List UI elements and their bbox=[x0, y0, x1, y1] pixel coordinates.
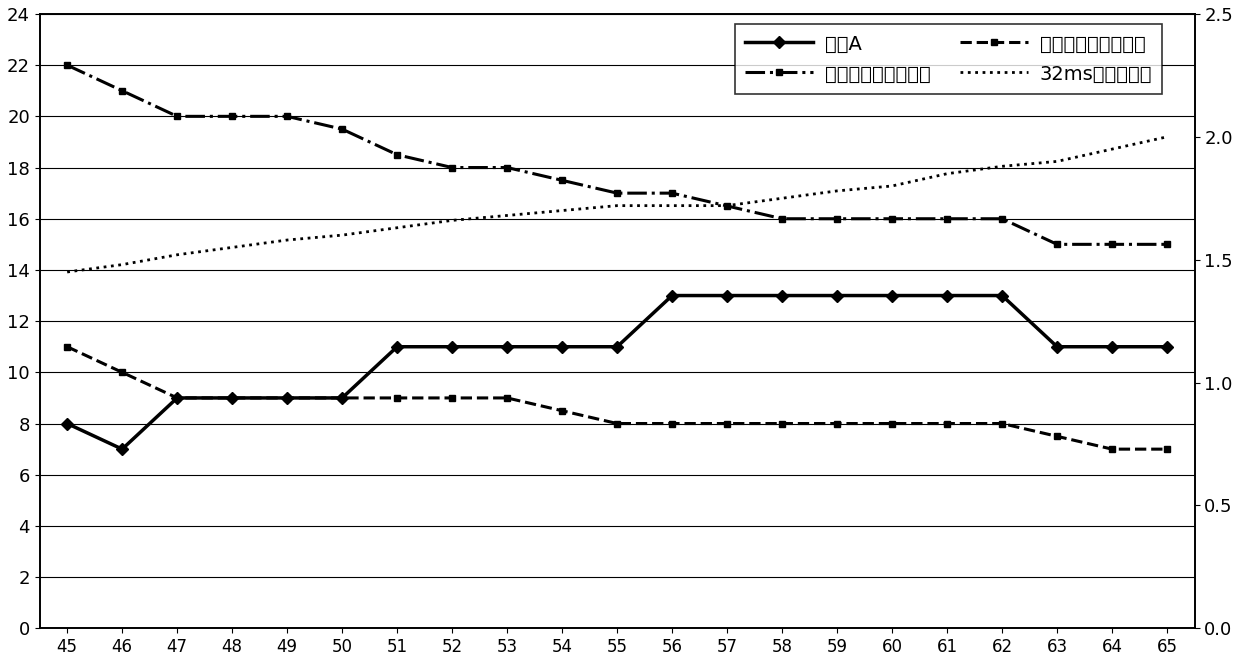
32ms内周期个数 bbox=[335, 231, 350, 239]
一个周期内的采样数 bbox=[719, 202, 734, 210]
阈値A bbox=[224, 394, 239, 402]
半个周期内的采样数 bbox=[115, 369, 130, 377]
阈値A bbox=[170, 394, 185, 402]
一个周期内的采样数 bbox=[554, 176, 569, 184]
阈値A bbox=[280, 394, 295, 402]
半个周期内的采样数 bbox=[445, 394, 460, 402]
一个周期内的采样数 bbox=[1159, 241, 1174, 249]
半个周期内的采样数 bbox=[170, 394, 185, 402]
阈値A bbox=[335, 394, 350, 402]
阈値A bbox=[554, 343, 569, 351]
阈値A bbox=[445, 343, 460, 351]
阈値A bbox=[1049, 343, 1064, 351]
半个周期内的采样数 bbox=[610, 420, 625, 428]
半个周期内的采样数 bbox=[335, 394, 350, 402]
32ms内周期个数 bbox=[280, 236, 295, 244]
一个周期内的采样数 bbox=[224, 112, 239, 120]
一个周期内的采样数 bbox=[775, 215, 790, 223]
阈値A bbox=[940, 292, 955, 300]
32ms内周期个数 bbox=[1159, 133, 1174, 141]
32ms内周期个数 bbox=[884, 182, 899, 190]
32ms内周期个数 bbox=[665, 202, 680, 210]
一个周期内的采样数 bbox=[389, 151, 404, 158]
一个周期内的采样数 bbox=[170, 112, 185, 120]
Line: 32ms内周期个数: 32ms内周期个数 bbox=[67, 137, 1167, 272]
阈値A bbox=[115, 445, 130, 453]
阈値A bbox=[775, 292, 790, 300]
半个周期内的采样数 bbox=[280, 394, 295, 402]
一个周期内的采样数 bbox=[1105, 241, 1120, 249]
阈値A bbox=[500, 343, 515, 351]
32ms内周期个数 bbox=[610, 202, 625, 210]
阈値A bbox=[610, 343, 625, 351]
Line: 阈値A: 阈値A bbox=[63, 291, 1172, 453]
半个周期内的采样数 bbox=[1159, 445, 1174, 453]
32ms内周期个数 bbox=[940, 170, 955, 178]
阈値A bbox=[665, 292, 680, 300]
32ms内周期个数 bbox=[719, 202, 734, 210]
一个周期内的采样数 bbox=[940, 215, 955, 223]
半个周期内的采样数 bbox=[554, 407, 569, 415]
32ms内周期个数 bbox=[775, 194, 790, 202]
一个周期内的采样数 bbox=[610, 189, 625, 197]
32ms内周期个数 bbox=[1105, 145, 1120, 153]
一个周期内的采样数 bbox=[335, 125, 350, 133]
32ms内周期个数 bbox=[115, 261, 130, 269]
阈値A bbox=[994, 292, 1009, 300]
半个周期内的采样数 bbox=[1105, 445, 1120, 453]
半个周期内的采样数 bbox=[940, 420, 955, 428]
一个周期内的采样数 bbox=[1049, 241, 1064, 249]
一个周期内的采样数 bbox=[60, 61, 74, 69]
阈値A bbox=[1105, 343, 1120, 351]
阈値A bbox=[719, 292, 734, 300]
半个周期内的采样数 bbox=[830, 420, 844, 428]
一个周期内的采样数 bbox=[994, 215, 1009, 223]
32ms内周期个数 bbox=[830, 187, 844, 195]
一个周期内的采样数 bbox=[884, 215, 899, 223]
一个周期内的采样数 bbox=[445, 164, 460, 172]
半个周期内的采样数 bbox=[500, 394, 515, 402]
阈値A bbox=[830, 292, 844, 300]
一个周期内的采样数 bbox=[500, 164, 515, 172]
阈値A bbox=[1159, 343, 1174, 351]
阈値A bbox=[884, 292, 899, 300]
半个周期内的采样数 bbox=[719, 420, 734, 428]
半个周期内的采样数 bbox=[389, 394, 404, 402]
32ms内周期个数 bbox=[389, 224, 404, 232]
32ms内周期个数 bbox=[500, 211, 515, 219]
一个周期内的采样数 bbox=[280, 112, 295, 120]
32ms内周期个数 bbox=[445, 216, 460, 224]
32ms内周期个数 bbox=[554, 207, 569, 215]
32ms内周期个数 bbox=[170, 251, 185, 259]
半个周期内的采样数 bbox=[1049, 432, 1064, 440]
32ms内周期个数 bbox=[1049, 157, 1064, 165]
Legend: 阈値A, 一个周期内的采样数, 半个周期内的采样数, 32ms内周期个数: 阈値A, 一个周期内的采样数, 半个周期内的采样数, 32ms内周期个数 bbox=[735, 24, 1162, 94]
阈値A bbox=[389, 343, 404, 351]
阈値A bbox=[60, 420, 74, 428]
Line: 半个周期内的采样数: 半个周期内的采样数 bbox=[63, 343, 1171, 453]
Line: 一个周期内的采样数: 一个周期内的采样数 bbox=[63, 62, 1171, 248]
半个周期内的采样数 bbox=[994, 420, 1009, 428]
半个周期内的采样数 bbox=[775, 420, 790, 428]
半个周期内的采样数 bbox=[224, 394, 239, 402]
32ms内周期个数 bbox=[994, 162, 1009, 170]
半个周期内的采样数 bbox=[665, 420, 680, 428]
半个周期内的采样数 bbox=[60, 343, 74, 351]
一个周期内的采样数 bbox=[665, 189, 680, 197]
32ms内周期个数 bbox=[60, 268, 74, 276]
一个周期内的采样数 bbox=[115, 87, 130, 95]
半个周期内的采样数 bbox=[884, 420, 899, 428]
一个周期内的采样数 bbox=[830, 215, 844, 223]
32ms内周期个数 bbox=[224, 243, 239, 251]
